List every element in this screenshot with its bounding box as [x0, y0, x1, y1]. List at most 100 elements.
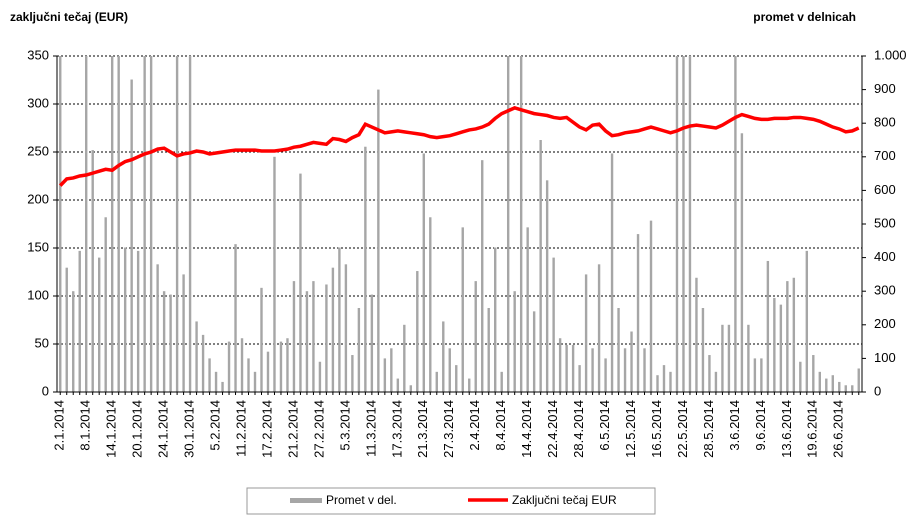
bar	[65, 267, 68, 392]
bar	[708, 355, 711, 392]
bar	[838, 381, 841, 392]
bar	[234, 244, 237, 392]
bar	[325, 284, 328, 392]
bar	[208, 358, 211, 392]
bar	[773, 297, 776, 392]
x-tick-label: 5.3.2014	[337, 400, 352, 451]
x-tick-label: 9.6.2014	[753, 400, 768, 451]
x-tick-label: 14.4.2014	[519, 400, 534, 458]
bar	[617, 308, 620, 392]
bar	[604, 358, 607, 392]
y2-tick-label: 1.000	[874, 47, 907, 62]
x-tick-label: 17.2.2014	[259, 400, 274, 458]
bar	[416, 271, 419, 392]
bar	[571, 344, 575, 392]
bar	[97, 257, 101, 392]
x-tick-label: 11.3.2014	[363, 400, 378, 457]
bar	[169, 294, 172, 392]
bar	[78, 250, 81, 392]
y2-tick-label: 800	[874, 115, 896, 130]
bar	[338, 247, 341, 392]
bar	[72, 291, 75, 392]
bar	[584, 274, 588, 392]
bar	[396, 378, 400, 392]
bar	[734, 56, 737, 392]
bar	[409, 385, 413, 392]
bar	[481, 160, 484, 392]
bar	[532, 311, 536, 392]
x-tick-label: 26.6.2014	[831, 400, 846, 458]
bar	[403, 324, 406, 392]
bar	[247, 358, 250, 392]
x-tick-label: 11.2.2014	[233, 400, 248, 457]
bar	[812, 355, 815, 392]
bar	[273, 156, 276, 392]
bar	[195, 321, 198, 392]
bar	[292, 281, 296, 392]
bar	[143, 56, 146, 392]
bar	[390, 348, 393, 392]
x-tick-label: 22.4.2014	[545, 400, 560, 458]
bar	[175, 56, 179, 392]
bar	[201, 334, 205, 392]
x-tick-label: 16.5.2014	[649, 400, 664, 458]
x-tick-label: 13.6.2014	[779, 400, 794, 458]
bar	[149, 56, 153, 392]
bar	[500, 371, 503, 392]
y2-tick-label: 200	[874, 316, 896, 331]
bar	[136, 250, 140, 392]
bar	[260, 287, 263, 392]
bar	[779, 304, 783, 392]
bar	[760, 358, 763, 392]
y2-tick-label: 100	[874, 350, 896, 365]
x-tick-label: 20.1.2014	[130, 400, 145, 458]
bar	[286, 338, 289, 392]
bar	[442, 321, 445, 392]
bar	[188, 56, 192, 392]
bar	[214, 371, 218, 392]
x-tick-label: 8.1.2014	[78, 400, 93, 451]
bar	[104, 217, 107, 392]
x-tick-label: 3.6.2014	[727, 400, 742, 451]
x-tick-label: 14.1.2014	[104, 400, 119, 458]
bar	[506, 56, 510, 392]
bar	[91, 150, 94, 392]
bar	[435, 371, 438, 392]
x-tick-label: 2.4.2014	[467, 400, 482, 451]
y-tick-label: 0	[42, 383, 49, 398]
bar	[799, 361, 802, 392]
x-tick-label: 17.3.2014	[389, 400, 404, 458]
bar	[727, 324, 731, 392]
bar	[630, 331, 633, 392]
bar	[117, 56, 120, 392]
bar	[429, 217, 432, 392]
bar	[565, 344, 568, 392]
bar	[253, 371, 257, 392]
bar	[740, 133, 744, 392]
legend-label: Promet v del.	[326, 493, 397, 507]
y2-tick-label: 0	[874, 383, 881, 398]
x-tick-label: 28.5.2014	[701, 400, 716, 458]
price-line	[58, 105, 860, 187]
bar	[792, 277, 796, 392]
bar	[455, 365, 458, 392]
bar	[344, 264, 348, 392]
bar	[266, 351, 270, 392]
bar	[519, 56, 523, 392]
y2-tick-label: 900	[874, 81, 896, 96]
bar	[377, 89, 380, 392]
bar	[474, 281, 477, 392]
bar	[649, 220, 653, 392]
legend-swatch	[290, 498, 322, 503]
bar	[130, 79, 133, 393]
bar	[747, 324, 750, 392]
x-tick-label: 22.5.2014	[675, 400, 690, 458]
bar	[851, 385, 854, 392]
bar	[825, 378, 828, 392]
x-tick-label: 24.1.2014	[156, 400, 171, 458]
y-tick-label: 350	[27, 47, 49, 62]
y-axis-title: zaključni tečaj (EUR)	[10, 10, 128, 24]
bar	[123, 247, 127, 392]
bar	[513, 291, 516, 392]
